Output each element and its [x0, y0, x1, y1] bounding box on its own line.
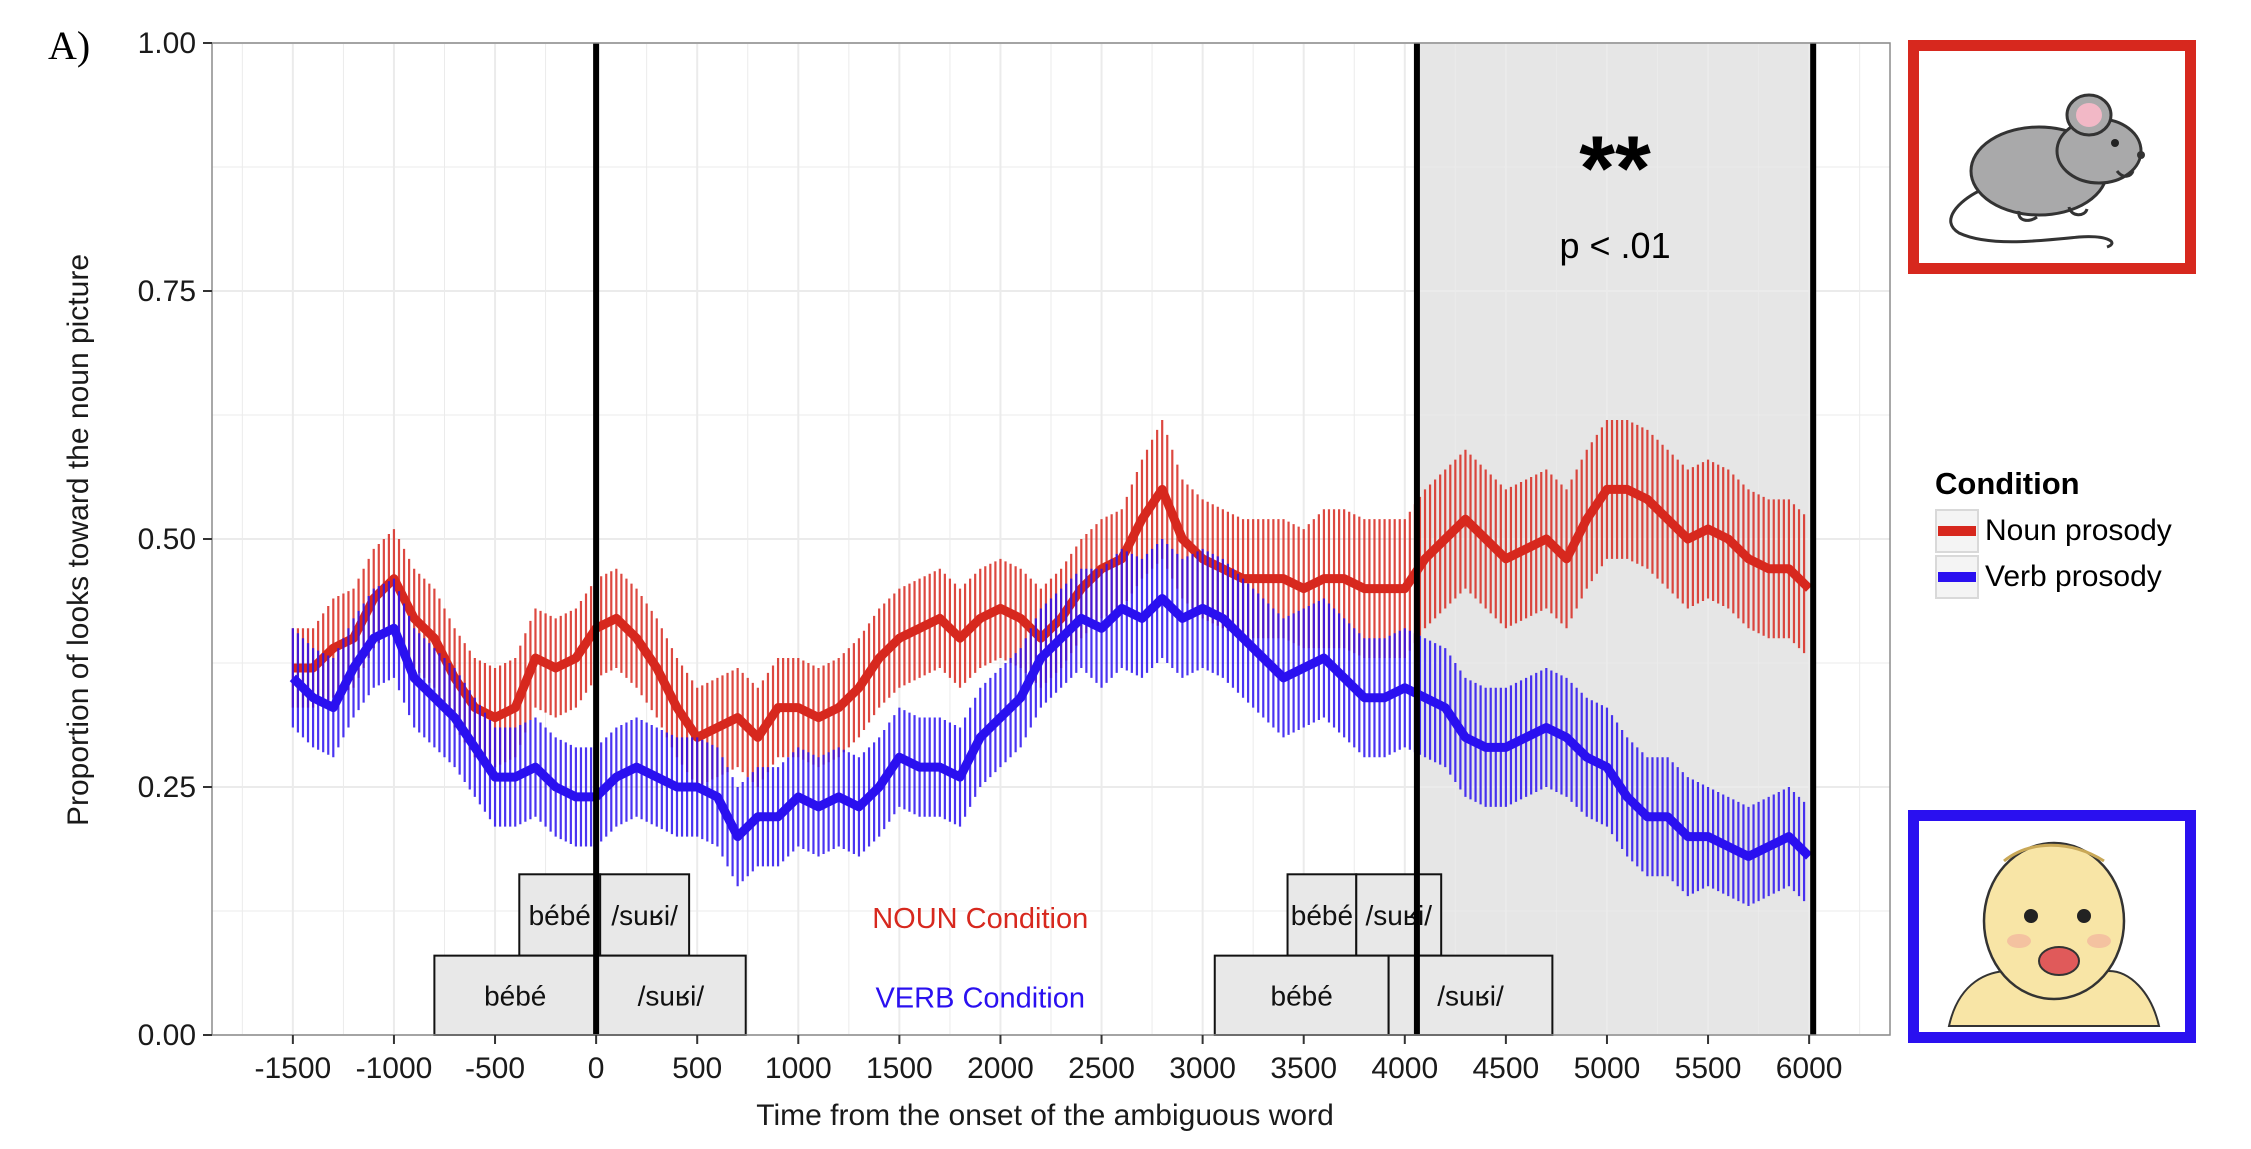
word-box-label: bébé	[484, 980, 546, 1011]
legend-item-noun: Noun prosody	[1935, 508, 2172, 554]
x-tick-label: -1000	[356, 1052, 433, 1085]
baby-icon	[1947, 841, 2161, 1027]
x-tick-label: 4000	[1371, 1052, 1438, 1085]
legend: Condition Noun prosody Verb prosody	[1935, 466, 2172, 600]
x-tick-label: 500	[672, 1052, 722, 1085]
x-tick-label: -1500	[255, 1052, 332, 1085]
x-tick-label: 0	[588, 1052, 605, 1085]
word-box-label: bébé	[1291, 900, 1353, 931]
legend-label-noun: Noun prosody	[1985, 514, 2172, 547]
word-box-label: bébé	[529, 900, 591, 931]
legend-item-verb: Verb prosody	[1935, 554, 2172, 600]
x-tick-label: -500	[465, 1052, 525, 1085]
legend-swatch-verb	[1938, 572, 1976, 582]
y-tick-label: 0.50	[138, 523, 196, 556]
mouse-icon	[1949, 93, 2145, 249]
x-tick-label: 2500	[1068, 1052, 1135, 1085]
y-tick-label: 1.00	[138, 27, 196, 60]
legend-swatch-noun	[1938, 526, 1976, 536]
word-box	[433, 954, 598, 1037]
word-box	[599, 873, 691, 957]
word-box-label: /suʁi/	[1437, 980, 1504, 1011]
legend-label-verb: Verb prosody	[1985, 560, 2162, 593]
verb-picture-frame	[1908, 810, 2196, 1043]
significance-p-value: p < .01	[1560, 225, 1671, 266]
noun-picture-frame	[1908, 40, 2196, 274]
y-tick-label: 0.25	[138, 771, 196, 804]
x-tick-label: 5000	[1574, 1052, 1641, 1085]
x-tick-label: 3000	[1169, 1052, 1236, 1085]
significance-stars: **	[1579, 118, 1651, 220]
legend-title: Condition	[1935, 466, 2080, 501]
y-axis-label: Proportion of looks toward the noun pict…	[62, 254, 95, 826]
word-box-label: /suʁi/	[1365, 900, 1432, 931]
word-box	[1286, 873, 1358, 957]
x-tick-label: 3500	[1270, 1052, 1337, 1085]
y-tick-label: 0.75	[138, 275, 196, 308]
y-tick-label: 0.00	[138, 1019, 196, 1052]
legend-key-verb	[1935, 555, 1979, 599]
x-tick-label: 5500	[1675, 1052, 1742, 1085]
word-box	[595, 954, 747, 1037]
x-tick-label: 6000	[1776, 1052, 1843, 1085]
x-tick-label: 2000	[967, 1052, 1034, 1085]
x-axis-label: Time from the onset of the ambiguous wor…	[756, 1099, 1334, 1132]
legend-key-noun	[1935, 509, 1979, 553]
x-tick-label: 1000	[765, 1052, 832, 1085]
panel-label: A)	[48, 23, 91, 68]
condition-label: NOUN Condition	[872, 903, 1088, 935]
word-box-label: /suʁi/	[638, 980, 705, 1011]
word-box-label: /suʁi/	[611, 900, 678, 931]
condition-label: VERB Condition	[875, 982, 1085, 1014]
verb-series-mean-line	[289, 594, 1813, 861]
x-tick-label: 4500	[1473, 1052, 1540, 1085]
word-box-label: bébé	[1271, 980, 1333, 1011]
x-tick-label: 1500	[866, 1052, 933, 1085]
